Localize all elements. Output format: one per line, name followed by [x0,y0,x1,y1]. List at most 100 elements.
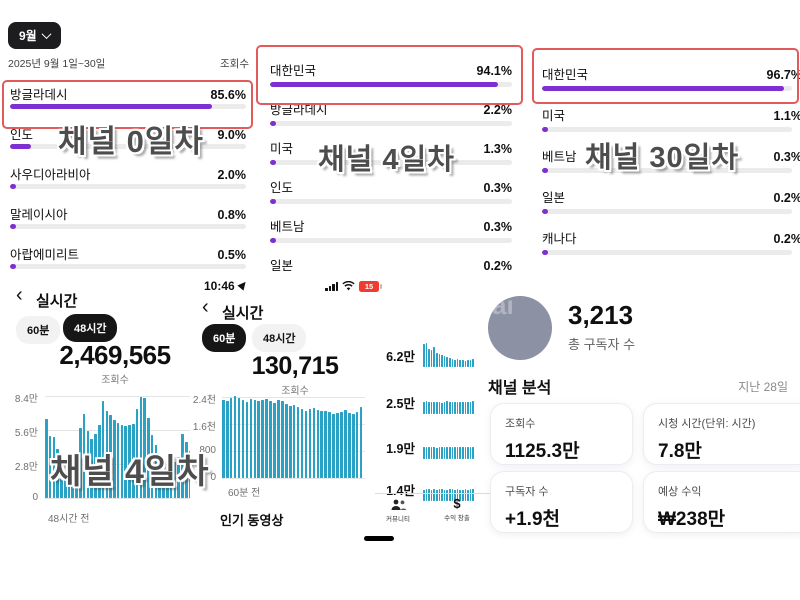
chart-bar [355,411,359,478]
country-progress-fill [542,127,548,132]
country-row: 베트남 0.3% [542,146,800,187]
country-row: 캐나다 0.2% [542,228,800,269]
spark-bar [451,446,454,459]
card-label: 예상 수익 [658,486,702,498]
spark-bar [443,489,446,501]
channel-avatar[interactable]: ai [488,296,552,360]
spark-bar [443,402,446,414]
stat-card-revenue[interactable]: 예상 수익 ₩238만 [643,471,800,533]
chart-bar [281,401,284,478]
popular-video-item[interactable]: 2.5만 [375,390,474,414]
realtime-48h-panel: ‹ 실시간 60분 48시간 2,469,565 조회수 8.4만 5.6만 2… [0,278,215,530]
subscriber-label: 총 구독자 수 [568,337,636,352]
country-progress-fill [10,224,16,229]
overlay-stamp-day30: 채널 30일차 [585,142,740,174]
date-range-label: 2025년 9월 1일~30일 [8,58,106,70]
views-bar-chart-48h [45,396,196,498]
spark-bar [448,447,451,459]
spark-bar [428,401,430,414]
spark-bar [472,489,474,501]
dollar-icon: $ [453,496,461,511]
country-progress-fill [270,160,276,165]
country-row: 방글라데시 2.2% [270,99,512,138]
chart-bar [45,419,48,498]
time-text: 10:46 [204,279,235,293]
stat-card-subscribers[interactable]: 구독자 수 +1.9천 [490,471,633,533]
divider [375,493,493,494]
geo-panel-day0: 9월 2025년 9월 1일~30일 조회수 방글라데시 85.6% 인도 9.0% 사… [0,20,253,272]
spark-bar [448,402,451,414]
spark-bar [459,360,461,367]
y-tick: 1.6천 [192,422,216,433]
overlay-stamp-chart-day4: 채널 4일차 [50,453,210,491]
back-chevron-icon[interactable]: ‹ [202,296,209,318]
chart-bar [139,397,143,498]
stat-card-views[interactable]: 조회수 1125.3만 [490,403,633,465]
country-percentage: 0.2% [773,191,800,205]
back-chevron-icon[interactable]: ‹ [16,284,23,306]
country-label: 인도 [10,128,34,142]
chart-bar [292,405,296,478]
country-percentage: 0.2% [483,259,513,272]
spark-bar [446,357,448,367]
statusbar-time: 10:46 [204,279,249,293]
realtime-60m-panel: 10:46 15 ‹ 실시간 60분 48시간 130,715 조회수 2.4천… [190,276,395,540]
chevron-down-icon [41,29,52,40]
nav-item-community[interactable]: 커뮤니티 [375,499,421,523]
spark-bar [446,490,448,501]
spark-bar [425,343,428,367]
country-percentage: 0.3% [483,181,513,195]
y-tick: 8.4만 [14,394,38,405]
popular-video-item[interactable]: 1.9만 [375,435,474,459]
chart-bar [359,407,363,478]
tab-48hour[interactable]: 48시간 [252,324,307,352]
geo-panel-day30: 대한민국 96.7% 미국 1.1% 베트남 0.3% 일본 0.2% 캐나다 0.2% [532,42,800,274]
tab-48hour[interactable]: 48시간 [63,314,118,342]
country-percentage: 9.0% [217,128,247,142]
spark-bar [461,402,464,414]
spark-bar [441,446,443,459]
spark-bar [469,402,472,414]
tab-60min[interactable]: 60분 [202,324,247,352]
country-row: 방글라데시 85.6% [10,84,246,124]
chart-bar [166,470,169,498]
chart-bar [277,400,280,478]
spark-bar [423,490,425,501]
spark-bar [430,402,433,414]
spark-bar [433,447,435,459]
spark-bar [459,490,461,501]
chart-bar [131,423,135,498]
month-filter-chip[interactable]: 9월 [8,22,61,49]
chart-bar [113,420,116,498]
views-bar-chart-60m [222,396,365,478]
home-indicator[interactable] [364,536,394,541]
y-tick: 2.8만 [14,462,38,473]
views-label: 조회수 [281,386,309,397]
popular-video-item[interactable]: 1.4만 [375,477,474,501]
country-progress-track [10,264,246,269]
stat-card-watchtime[interactable]: 시청 시간(단위: 시간) 7.8만 [643,403,800,465]
views-count: 130,715 [251,352,339,380]
popular-video-item[interactable]: 6.2만 [375,343,474,367]
country-progress-fill [542,168,548,173]
country-label: 일본 [270,259,294,272]
chart-bar [324,410,327,478]
spark-bar [441,355,443,367]
spark-bar [430,489,433,501]
y-tick: 0 [210,472,216,483]
chart-bar [351,413,355,478]
tab-60min[interactable]: 60분 [16,316,61,344]
chart-bar [285,404,288,478]
x-axis-label: 60분 전 [228,488,261,499]
spark-bar [423,447,425,459]
chart-bar [184,442,188,498]
realtime-title: 실시간 [222,305,264,322]
y-tick: 0 [32,492,38,503]
nav-item-monetization[interactable]: $ 수익 창출 [431,496,483,522]
chart-bar [181,433,184,498]
subscriber-count: 3,213 [568,300,634,330]
spark-bar [438,402,441,414]
country-label: 아랍에미리트 [10,248,80,262]
chart-bar [75,465,78,498]
country-label: 사우디아라비아 [10,168,91,182]
